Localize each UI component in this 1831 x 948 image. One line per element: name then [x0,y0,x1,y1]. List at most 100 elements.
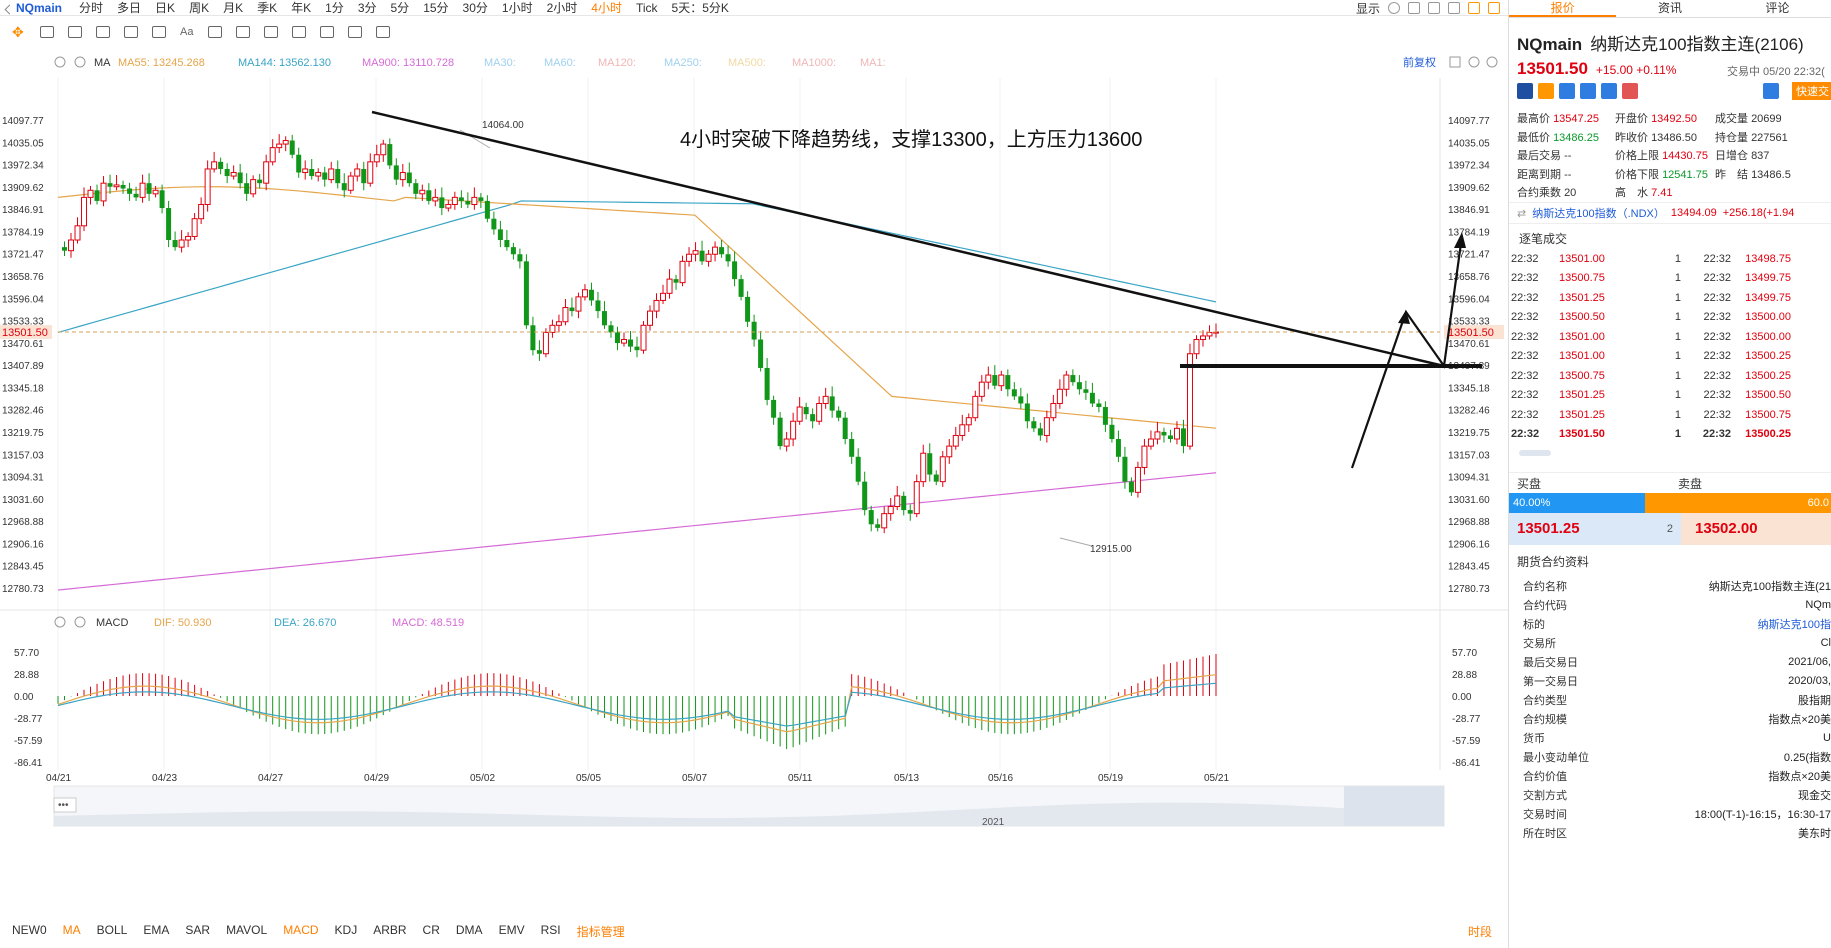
chart-area[interactable]: MA MA55: 13245.268 MA144: 13562.130 MA900:… [0,48,1508,908]
layout-icon[interactable] [1408,2,1420,14]
ma-item-1[interactable]: MA144: 13562.130 [238,57,331,69]
period-13[interactable]: 2小时 [546,1,578,15]
tab-news[interactable]: 资讯 [1657,1,1682,15]
ma-item-0[interactable]: MA55: 13245.268 [118,57,205,69]
tab-quote[interactable]: 报价 [1509,0,1617,17]
indicator-tab-9[interactable]: CR [422,922,440,937]
ma-item-9[interactable]: MA1: [860,57,886,69]
indicator-tab-13[interactable]: 指标管理 [576,924,625,939]
indicator-tab-0[interactable]: NEW0 [12,922,47,937]
indicator-tab-12[interactable]: RSI [540,922,561,937]
period-3[interactable]: 周K [189,1,210,15]
comment-tool-icon[interactable] [208,26,222,38]
ma-item-3[interactable]: MA30: [484,57,516,69]
symbol-selector[interactable]: NQmain [0,1,72,15]
adjust-label[interactable]: 前复权 [1403,55,1436,69]
session-button[interactable]: 时段 [1467,924,1492,939]
flag-icon[interactable] [1517,83,1533,99]
hide-icon[interactable] [348,26,362,38]
period-10[interactable]: 15分 [423,1,449,15]
heart-icon[interactable] [1622,83,1638,99]
period-5[interactable]: 季K [257,1,278,15]
panel-toggle-icon[interactable] [1488,2,1500,14]
crosshair-icon[interactable]: ✥ [12,24,24,40]
display-menu[interactable]: 显示 [1355,1,1380,16]
contract-row: 货币 U [1523,731,1831,745]
period-6[interactable]: 年K [291,1,312,15]
period-8[interactable]: 3分 [357,1,377,15]
magnet-icon[interactable] [236,26,250,38]
period-16[interactable]: 5天：5分K [671,1,729,15]
lock-icon[interactable] [292,26,306,38]
settings-icon[interactable] [54,56,66,68]
ma-item-4[interactable]: MA60: [544,57,576,69]
fib-tool-icon[interactable] [96,26,110,38]
delete-icon[interactable] [320,26,334,38]
projection-arrow[interactable] [1350,235,1464,469]
person-icon[interactable] [1559,83,1575,99]
camera-icon[interactable] [1428,2,1440,14]
bell-icon[interactable] [1763,83,1779,99]
settings-icon[interactable] [1388,2,1400,14]
config-icon[interactable] [376,26,390,38]
analysis-annotation[interactable]: 4小时突破下降趋势线，支撑13300，上方压力13600 [680,128,1142,151]
text-tool-icon[interactable]: Aa [180,26,194,38]
period-12[interactable]: 1小时 [501,1,533,15]
shape-tool-icon[interactable] [68,26,82,38]
period-14[interactable]: 4小时 [591,1,622,15]
edit-icon[interactable] [1448,2,1460,14]
contract-row: 最小变动单位 0.25(指数 [1523,751,1831,764]
price-tick-left: 13407.89 [2,361,44,372]
ma-item-5[interactable]: MA120: [598,57,636,69]
indicator-tab-4[interactable]: SAR [185,922,211,937]
indicator-tab-6[interactable]: MACD [283,922,319,937]
indicator-tab-10[interactable]: DMA [455,922,483,937]
quick-trade-button[interactable]: 快速交 [1792,82,1831,100]
doc-icon[interactable] [1601,83,1617,99]
pen-icon[interactable] [1468,2,1480,14]
close-icon[interactable] [74,56,86,68]
indicator-tab-7[interactable]: KDJ [334,922,358,937]
indicator-tab-5[interactable]: MAVOL [226,922,268,937]
settings-icon[interactable] [54,616,66,628]
channel-tool-icon[interactable] [124,26,138,38]
period-9[interactable]: 5分 [390,1,410,15]
bid-price[interactable]: 13501.25 2 [1509,513,1681,545]
ma-item-6[interactable]: MA250: [664,57,702,69]
overview-handle[interactable] [53,797,77,813]
indicator-tab-3[interactable]: EMA [143,922,170,937]
kline-chart[interactable]: MA MA55: 13245.268 MA144: 13562.130 MA900:… [0,48,1508,916]
period-2[interactable]: 日K [155,1,176,15]
period-11[interactable]: 30分 [462,1,488,15]
indicator-tab-1[interactable]: MA [62,922,81,937]
period-7[interactable]: 1分 [325,1,344,15]
ma-item-8[interactable]: MA1000: [792,57,836,69]
line-tool-icon[interactable] [40,26,54,38]
eye-icon[interactable] [264,26,278,38]
price-tick-right: 14035.05 [1448,138,1490,149]
lightning-icon[interactable] [1538,83,1554,99]
period-4[interactable]: 月K [223,1,244,15]
contract-row: 交割方式 现金交 [1523,789,1831,802]
tick-scrollbar[interactable] [1519,450,1551,456]
ma-item-7[interactable]: MA500: [728,57,766,69]
period-1[interactable]: 多日 [117,1,142,15]
ma-item-2[interactable]: MA900: 13110.728 [362,57,454,69]
macd-label[interactable]: MACD [96,617,128,629]
period-15[interactable]: Tick [635,1,658,15]
downtrend-line[interactable] [371,110,1445,368]
ask-price[interactable]: 13502.00 [1681,513,1831,545]
chart-icon[interactable] [1580,83,1596,99]
overview-window[interactable] [1344,786,1444,826]
indicator-tab-2[interactable]: BOLL [96,922,128,937]
arrow-tool-icon[interactable] [152,26,166,38]
close-icon[interactable] [74,616,86,628]
tab-comments[interactable]: 评论 [1765,1,1790,15]
ma-label[interactable]: MA [94,57,111,69]
indicator-tab-11[interactable]: EMV [498,922,525,937]
period-0[interactable]: 分时 [79,1,104,15]
index-row[interactable]: ⇄ 纳斯达克100指数（.NDX） 13494.09 +256.18(+1.94 [1509,202,1831,224]
index-name[interactable]: 纳斯达克100指数（.NDX） [1532,208,1665,220]
indicator-tab-8[interactable]: ARBR [373,922,407,937]
price-tick-left: 13972.34 [2,161,44,172]
